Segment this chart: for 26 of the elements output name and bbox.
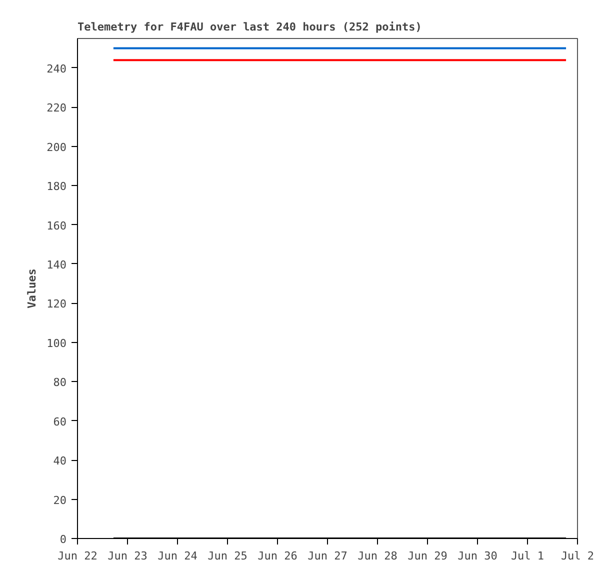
x-tick-label: Jun 28 (358, 550, 398, 562)
y-tick-label: 160 (46, 219, 67, 232)
y-tick-label: 140 (46, 258, 67, 272)
y-tick-label: 0 (60, 533, 66, 546)
x-tick-label: Jul 1 (510, 550, 544, 562)
chart-title: Telemetry for F4FAU over last 240 hours (252 points) (78, 20, 422, 34)
y-tick-label: 120 (46, 298, 67, 311)
y-tick-label: 20 (53, 494, 67, 507)
y-tick-label: 240 (46, 62, 67, 76)
y-axis-title: Values (26, 268, 39, 308)
x-tick-label: Jun 25 (208, 550, 248, 562)
y-tick-label: 220 (46, 102, 67, 115)
x-tick-label: Jun 30 (458, 550, 498, 562)
y-tick-label: 180 (46, 180, 67, 194)
y-tick-label: 80 (53, 376, 67, 390)
x-tick-label: Jun 29 (408, 550, 448, 562)
y-tick-label: 40 (53, 454, 67, 468)
y-tick-label: 200 (46, 140, 67, 154)
x-tick-label: Jun 27 (308, 550, 348, 562)
x-tick-label: Jul 2 (560, 550, 594, 562)
x-tick-label: Jun 23 (108, 550, 148, 562)
y-tick-label: 100 (46, 336, 67, 350)
x-tick-label: Jun 26 (258, 550, 298, 562)
y-tick-label: 60 (53, 415, 67, 428)
x-tick-label: Jun 24 (158, 550, 198, 562)
x-tick-label: Jun 22 (58, 550, 98, 562)
